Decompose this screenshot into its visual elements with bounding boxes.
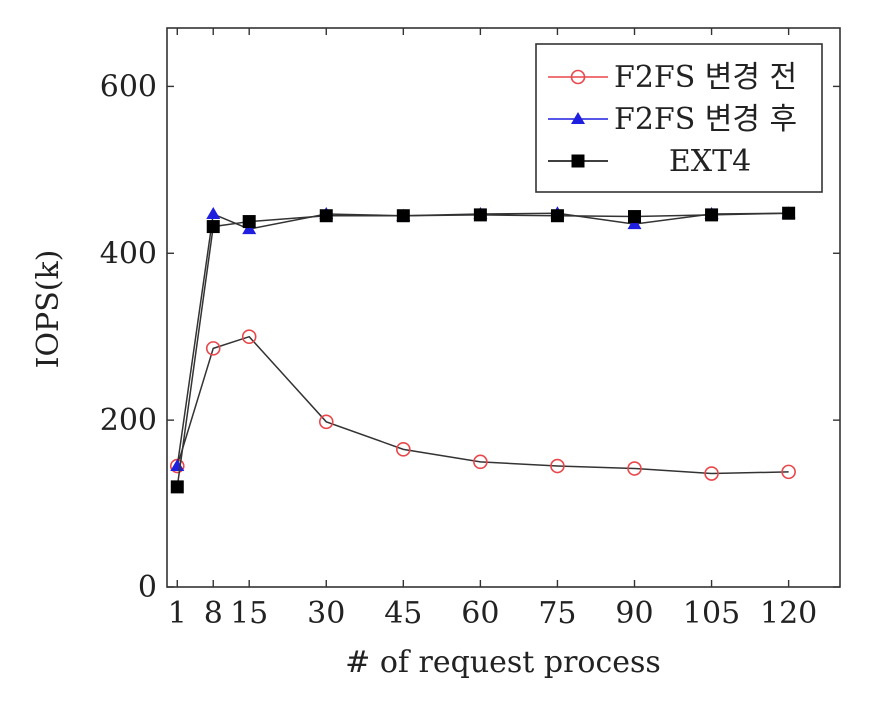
series-3 — [170, 206, 796, 494]
data-point — [170, 459, 185, 472]
x-tick-label: 15 — [230, 596, 268, 631]
series-line — [176, 212, 789, 467]
legend-label-f2fs-after: F2FS 변경 후 — [614, 102, 797, 137]
data-point — [242, 215, 256, 229]
x-tick-label: 75 — [538, 596, 576, 631]
legend-marker-circle — [570, 69, 586, 85]
data-point — [319, 209, 333, 223]
x-axis-label: # of request process — [345, 645, 661, 680]
legend-label-f2fs-before: F2FS 변경 전 — [614, 60, 797, 95]
data-point — [628, 210, 642, 224]
data-point — [782, 206, 796, 220]
axis-ticks — [167, 28, 840, 588]
data-point — [781, 464, 796, 480]
data-point — [396, 209, 410, 223]
x-tick-label: 8 — [204, 596, 223, 631]
legend: F2FS 변경 전 F2FS 변경 후 EXT4 — [535, 43, 823, 193]
data-point — [627, 461, 642, 476]
series-2 — [170, 206, 796, 472]
series-layer — [169, 206, 796, 494]
data-point — [704, 466, 719, 481]
data-point — [473, 454, 488, 470]
y-tick-label: 600 — [100, 69, 157, 104]
series-line — [176, 212, 789, 487]
legend-marker-triangle — [571, 112, 585, 124]
x-tick-label: 105 — [683, 596, 740, 631]
y-axis-label: IOPS(k) — [31, 250, 66, 369]
data-point — [206, 220, 220, 234]
data-point — [550, 458, 565, 474]
data-point — [705, 208, 719, 222]
legend-entry-f2fs-before: F2FS 변경 전 — [548, 60, 797, 95]
y-tick-labels: 0 200 400 600 — [100, 69, 157, 605]
y-tick-label: 400 — [100, 236, 157, 271]
legend-entry-f2fs-after: F2FS 변경 후 — [548, 102, 797, 137]
data-point — [170, 480, 184, 494]
data-point — [206, 207, 221, 220]
x-tick-label: 45 — [384, 596, 422, 631]
legend-entry-ext4: EXT4 — [548, 144, 751, 179]
x-tick-labels: 1 8 15 30 45 60 75 90 105 120 — [168, 596, 818, 631]
data-point — [473, 208, 487, 222]
data-point — [550, 209, 564, 223]
data-point — [241, 329, 257, 345]
x-tick-label: 60 — [461, 596, 499, 631]
data-point — [627, 217, 642, 230]
plot-frame — [166, 27, 841, 588]
x-tick-label: 30 — [307, 596, 345, 631]
series-1 — [169, 329, 796, 481]
x-tick-label: 1 — [168, 596, 187, 631]
data-point — [318, 414, 334, 430]
x-tick-label: 90 — [615, 596, 653, 631]
data-point — [205, 341, 221, 356]
data-point — [396, 442, 411, 457]
y-tick-label: 0 — [138, 570, 157, 605]
series-line — [176, 335, 789, 475]
x-tick-label: 120 — [760, 596, 817, 631]
data-point — [242, 222, 257, 235]
legend-marker-square — [571, 154, 585, 168]
y-tick-label: 200 — [100, 403, 157, 438]
legend-label-ext4: EXT4 — [669, 144, 751, 179]
